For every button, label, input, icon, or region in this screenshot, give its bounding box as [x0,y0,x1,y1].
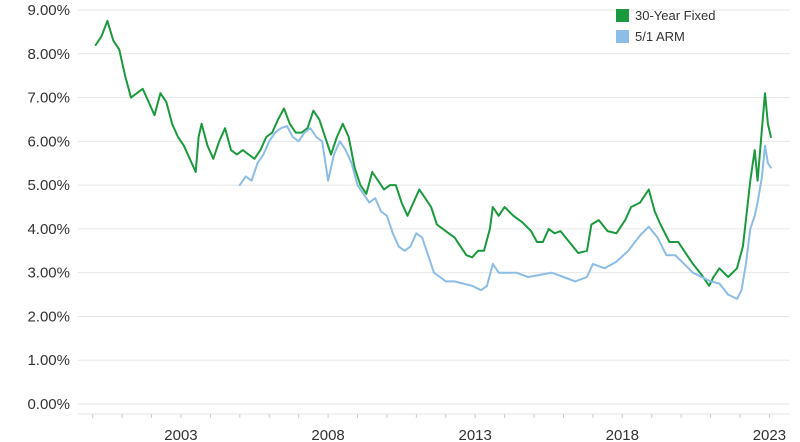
series-line-30-year-fixed [94,19,772,287]
legend: 30-Year Fixed 5/1 ARM [616,8,715,44]
legend-label-5-1-arm: 5/1 ARM [635,29,685,44]
y-tick-label-7: 7.00% [27,90,70,107]
x-tick-label-2003: 2003 [164,427,197,442]
y-axis: 0.00% 1.00% 2.00% 3.00% 4.00% 5.00% 6.00% 7.00%… [27,2,70,413]
gridlines [78,9,790,405]
x-tick-label-2023: 2023 [753,427,786,442]
series-line-5-1-arm [238,125,772,300]
legend-label-30-year-fixed: 30-Year Fixed [635,8,715,23]
y-tick-label-4: 4.00% [27,221,70,238]
x-axis: 2003 2008 2013 2018 2023 [78,413,790,442]
y-tick-label-2: 2.00% [27,308,70,325]
y-tick-label-9: 9.00% [27,2,70,19]
y-tick-label-5: 5.00% [27,177,70,194]
y-tick-label-1: 1.00% [27,352,70,369]
y-tick-label-6: 6.00% [27,133,70,150]
x-tick-label-2013: 2013 [459,427,492,442]
y-tick-label-3: 3.00% [27,265,70,282]
y-tick-label-0: 0.00% [27,396,70,413]
x-tick-label-2018: 2018 [606,427,639,442]
legend-swatch-5-1-arm [616,30,629,43]
legend-swatch-30-year-fixed [616,9,629,22]
series-layer [94,19,772,300]
x-tick-label-2008: 2008 [311,427,344,442]
y-tick-label-8: 8.00% [27,46,70,63]
